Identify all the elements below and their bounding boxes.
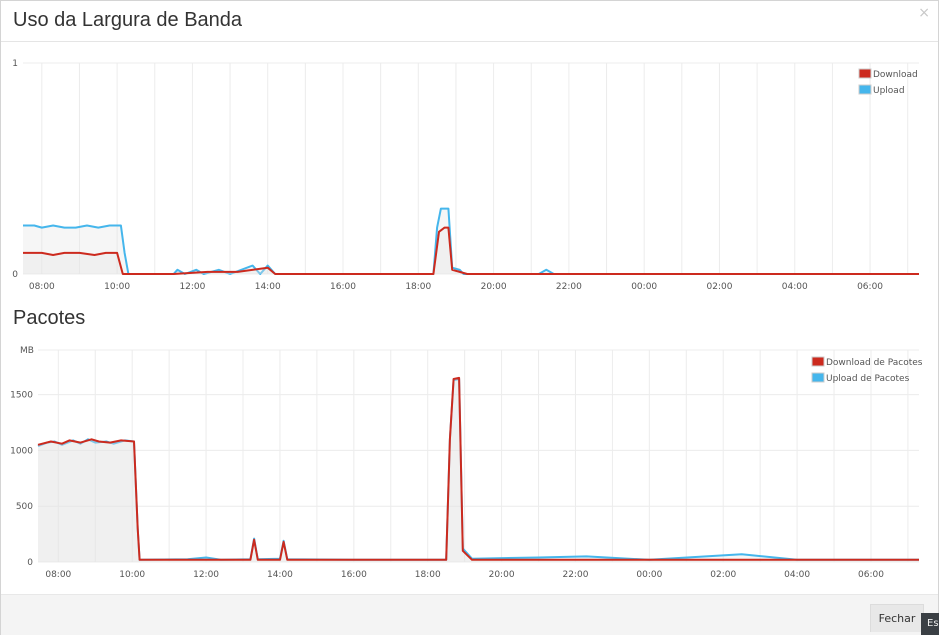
x-tick-label: 20:00 — [481, 282, 507, 292]
y-tick-label: 0 — [27, 558, 33, 568]
series-area — [23, 208, 919, 274]
x-tick-label: 14:00 — [255, 282, 281, 292]
x-tick-label: 14:00 — [267, 570, 293, 580]
x-tick-label: 22:00 — [562, 570, 588, 580]
legend-entry: Download de Pacotes — [826, 358, 923, 368]
x-tick-label: 08:00 — [45, 570, 71, 580]
legend-swatch — [858, 68, 872, 79]
series-area — [23, 227, 919, 274]
x-tick-label: 10:00 — [119, 570, 145, 580]
x-tick-label: 08:00 — [29, 282, 55, 292]
series-line-1 — [37, 378, 919, 561]
x-tick-label: 12:00 — [193, 570, 219, 580]
x-tick-label: 16:00 — [341, 570, 367, 580]
x-tick-label: 10:00 — [104, 282, 130, 292]
x-tick-label: 04:00 — [784, 570, 810, 580]
x-tick-label: 22:00 — [556, 282, 582, 292]
y-tick-label: 1 — [12, 59, 18, 69]
bandwidth-chart: 0 1 08:00 10:00 12:00 14:00 16:00 18:00 20:00 22:… — [12, 59, 919, 292]
legend-swatch — [811, 356, 825, 367]
corner-tab[interactable]: Es — [921, 613, 939, 635]
y-tick-label: 500 — [16, 502, 33, 512]
x-tick-label: 18:00 — [415, 570, 441, 580]
series-area — [38, 379, 919, 562]
x-tick-label: 12:00 — [179, 282, 205, 292]
packets-chart: 0 500 1000 1500 08:00 10:00 12:00 14:00 16:00 18:… — [10, 346, 923, 580]
x-tick-label: 06:00 — [858, 570, 884, 580]
close-icon[interactable]: × — [918, 5, 930, 21]
x-tick-label: 20:00 — [489, 570, 515, 580]
packets-section-title: Pacotes — [13, 307, 86, 329]
x-tick-label: 00:00 — [636, 570, 662, 580]
series-line-0 — [23, 226, 919, 275]
y-tick-label: 0 — [12, 270, 18, 280]
modal-title: Uso da Largura de Banda — [13, 9, 243, 31]
x-tick-label: 00:00 — [631, 282, 657, 292]
modal-header: Uso da Largura de Banda × — [1, 1, 938, 42]
legend-swatch — [858, 84, 872, 95]
y-axis-label: MB — [20, 346, 34, 356]
x-tick-label: 02:00 — [707, 282, 733, 292]
x-tick-label: 18:00 — [405, 282, 431, 292]
y-tick-label: 1500 — [10, 391, 33, 401]
x-tick-label: 06:00 — [857, 282, 883, 292]
series-line-0 — [37, 376, 919, 561]
legend-entry: Upload — [873, 86, 905, 96]
y-tick-label: 1000 — [10, 446, 33, 456]
fechar-button[interactable]: Fechar — [870, 604, 924, 632]
modal-footer — [1, 594, 938, 635]
series-area — [38, 377, 919, 562]
x-tick-label: 16:00 — [330, 282, 356, 292]
legend-swatch — [811, 372, 825, 383]
legend-entry: Upload de Pacotes — [826, 374, 910, 384]
x-tick-label: 02:00 — [710, 570, 736, 580]
legend-entry: Download — [873, 70, 918, 80]
x-tick-label: 04:00 — [782, 282, 808, 292]
